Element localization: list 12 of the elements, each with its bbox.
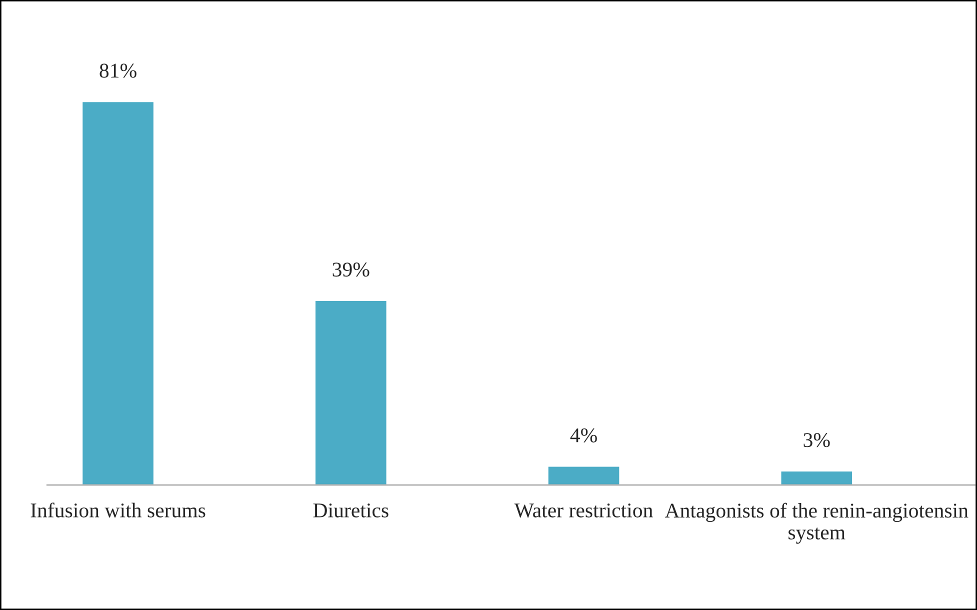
bar <box>314 300 388 485</box>
bar <box>780 470 854 485</box>
x-tick-label: Infusion with serums <box>30 502 206 518</box>
data-label: 3% <box>804 433 830 448</box>
data-label: 39% <box>332 262 370 277</box>
x-tick-label: Antagonists of the renin-angiotensin system <box>664 502 968 544</box>
x-tick-label: Water restriction <box>514 503 653 518</box>
bar <box>546 465 621 485</box>
data-label: 81% <box>100 64 136 78</box>
data-label: 4% <box>570 428 597 442</box>
bar <box>81 100 155 485</box>
x-tick-label: Diuretics <box>313 503 388 518</box>
